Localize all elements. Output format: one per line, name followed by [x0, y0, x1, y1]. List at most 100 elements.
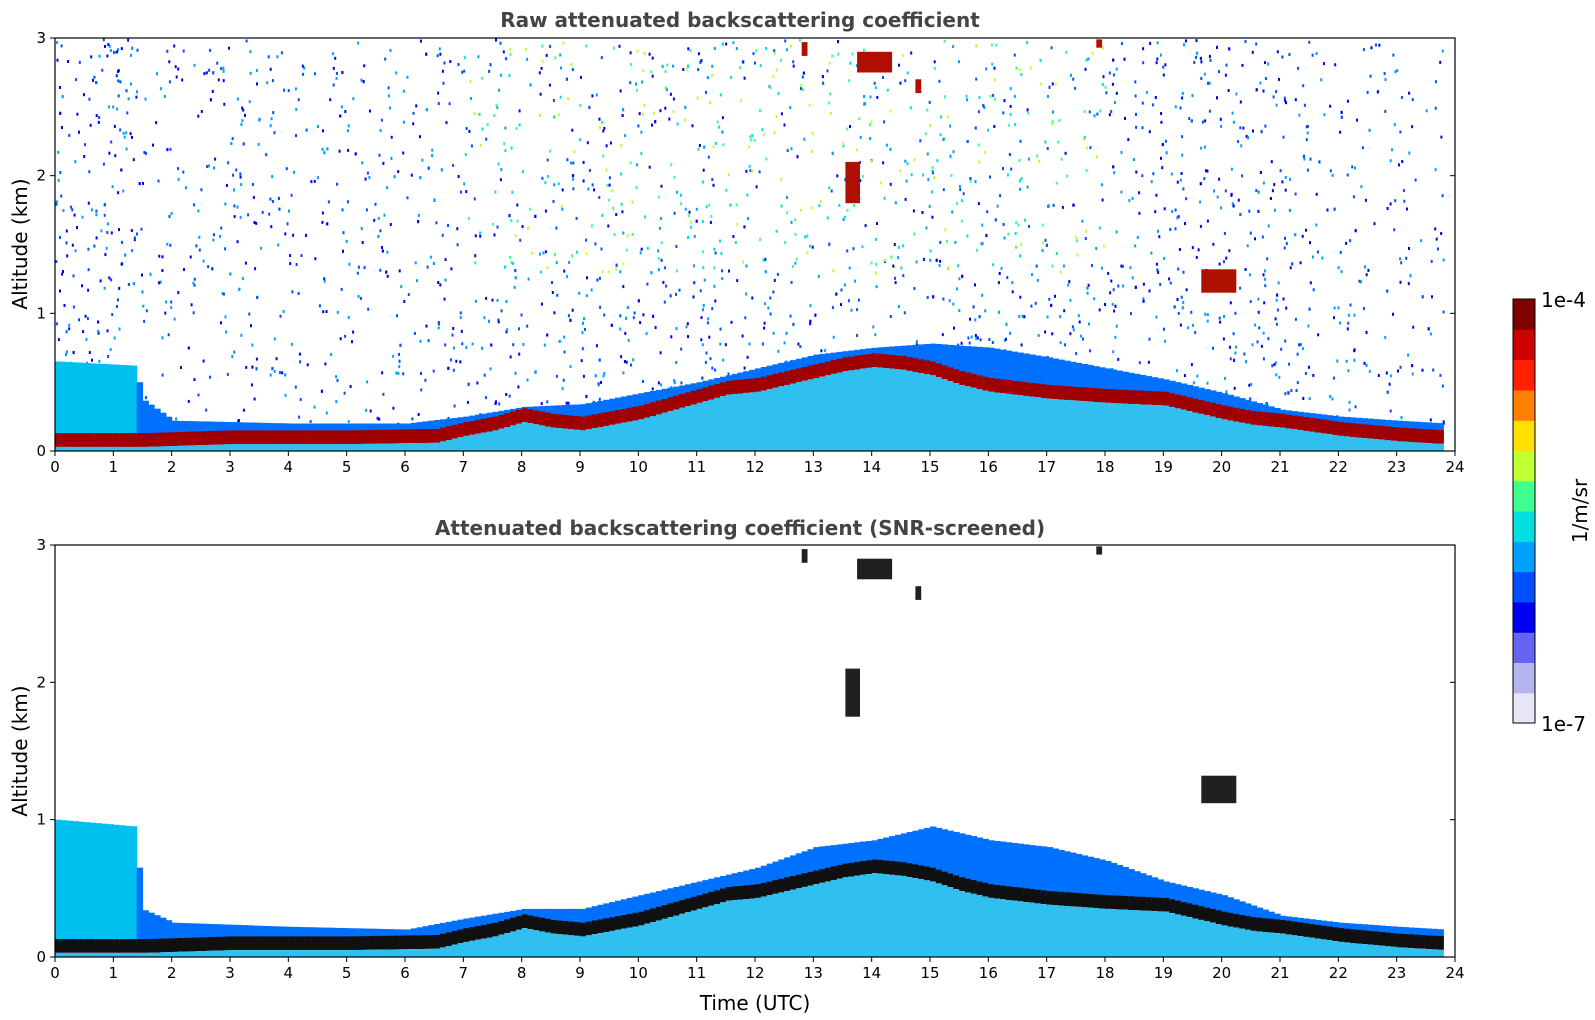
noise-cell	[687, 64, 689, 68]
layer-cell	[708, 385, 715, 400]
aerosol-cell	[1379, 925, 1386, 937]
surface-cell	[375, 443, 383, 451]
noise-cell	[1068, 280, 1071, 284]
aerosol-cell	[807, 356, 814, 370]
layer-cell	[288, 936, 295, 951]
layer-cell	[1326, 926, 1334, 941]
layer-cell	[766, 375, 774, 390]
surface-cell	[387, 443, 394, 451]
noise-cell	[118, 327, 121, 331]
noise-cell	[633, 311, 636, 315]
noise-cell	[1108, 71, 1111, 75]
aerosol-cell	[930, 826, 937, 872]
x-tick-label: 6	[400, 458, 410, 476]
noise-cell	[226, 372, 229, 376]
noise-cell	[107, 43, 110, 47]
heatmap-cells	[55, 546, 1444, 957]
noise-cell	[1045, 243, 1048, 247]
noise-cell	[1029, 66, 1032, 70]
noise-cell	[1283, 246, 1286, 250]
noise-cell	[55, 202, 58, 206]
surface-cell	[766, 895, 774, 957]
layer-cell	[1262, 412, 1269, 426]
layer-cell	[743, 885, 750, 899]
surface-cell	[720, 396, 727, 451]
y-tick-label: 2	[36, 167, 46, 185]
noise-cell	[1206, 381, 1209, 385]
panel-bottom: Attenuated backscattering coefficient (S…	[8, 516, 1465, 1015]
colorbar-segment	[1513, 359, 1535, 391]
noise-cell	[701, 220, 704, 223]
noise-cell	[651, 387, 654, 391]
noise-cell	[1112, 350, 1115, 354]
surface-cell	[650, 922, 657, 957]
x-tick-label: 21	[1270, 458, 1289, 476]
noise-cell	[759, 64, 762, 68]
surface-cell	[568, 935, 575, 957]
noise-cell	[283, 88, 286, 92]
layer-cell	[165, 432, 173, 447]
noise-cell	[981, 293, 984, 297]
noise-cell	[212, 71, 215, 75]
noise-cell	[642, 313, 645, 317]
layer-cell	[241, 936, 249, 951]
noise-cell	[1072, 77, 1075, 81]
noise-cell	[951, 210, 954, 214]
noise-cell	[249, 50, 252, 54]
noise-cell	[940, 115, 943, 119]
noise-cell	[826, 69, 829, 73]
surface-cell	[405, 443, 412, 451]
aerosol-cell	[311, 423, 319, 435]
noise-cell	[395, 71, 398, 75]
aerosol-cell	[375, 423, 383, 435]
noise-cell	[1051, 110, 1054, 114]
layer-cell	[1134, 390, 1141, 405]
noise-cell	[390, 135, 393, 139]
surface-cell	[1280, 933, 1287, 957]
aerosol-cell	[795, 358, 803, 373]
noise-cell	[342, 249, 344, 253]
noise-cell	[957, 264, 959, 268]
aerosol-cell	[1425, 928, 1433, 940]
noise-cell	[117, 69, 119, 73]
noise-cell	[1403, 199, 1406, 203]
noise-cell	[97, 120, 100, 124]
noise-cell	[1219, 320, 1222, 324]
noise-cell	[1284, 392, 1287, 396]
noise-cell	[1275, 298, 1278, 302]
noise-cell	[133, 238, 136, 242]
aerosol-cell	[335, 423, 342, 435]
layer-cell	[1046, 891, 1054, 905]
noise-cell	[420, 39, 422, 43]
layer-cell	[1373, 425, 1380, 440]
noise-cell	[449, 60, 452, 63]
surface-cell	[95, 952, 103, 957]
layer-cell	[615, 916, 622, 930]
noise-cell	[1014, 123, 1017, 126]
noise-cell	[225, 183, 228, 187]
noise-cell	[1129, 266, 1132, 270]
surface-cell	[259, 444, 266, 451]
noise-cell	[278, 207, 281, 211]
noise-cell	[1216, 45, 1218, 49]
noise-cell	[761, 342, 764, 346]
aerosol-cell	[819, 353, 826, 367]
noise-cell	[913, 287, 916, 290]
noise-cell	[205, 408, 208, 412]
noise-cell	[567, 97, 570, 101]
noise-cell	[88, 351, 91, 354]
surface-cell	[1332, 435, 1339, 451]
noise-cell	[699, 60, 702, 64]
noise-cell	[1264, 61, 1266, 65]
noise-cell	[1407, 353, 1410, 357]
noise-cell	[632, 316, 635, 320]
layer-cell	[375, 429, 383, 444]
noise-cell	[286, 222, 289, 226]
layer-cell	[515, 916, 523, 930]
layer-cell	[393, 935, 400, 950]
noise-cell	[1048, 85, 1051, 89]
layer-cell	[1035, 889, 1042, 904]
noise-cell	[92, 78, 94, 82]
noise-cell	[117, 298, 119, 302]
noise-cell	[1347, 369, 1350, 373]
